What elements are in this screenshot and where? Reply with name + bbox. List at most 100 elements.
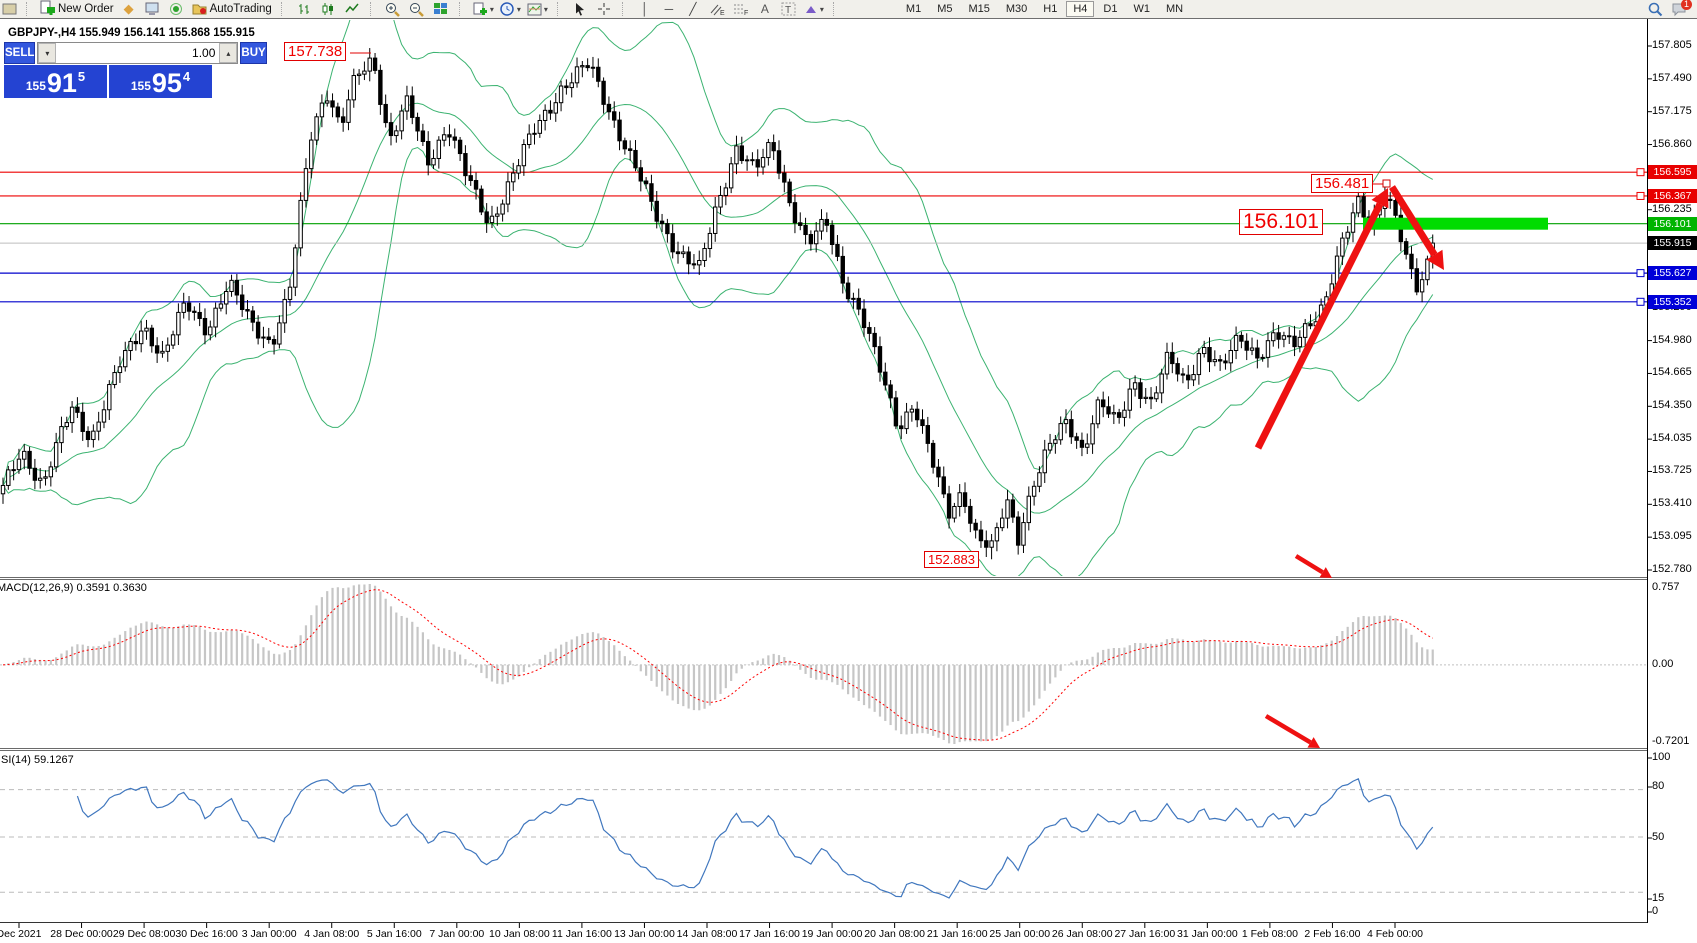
volume-input[interactable] bbox=[56, 43, 220, 63]
svg-text:E: E bbox=[720, 10, 725, 16]
volume-spinner: ▾ ▴ bbox=[37, 42, 239, 64]
timeframe-H4[interactable]: H4 bbox=[1066, 1, 1095, 17]
time-axis-label: 26 Jan 08:00 bbox=[1051, 928, 1113, 940]
new-order-button[interactable]: New Order bbox=[38, 0, 116, 17]
timeframe-H1[interactable]: H1 bbox=[1043, 3, 1058, 15]
candlestick-chart-icon[interactable] bbox=[317, 1, 339, 17]
time-axis-label: 13 Jan 00:00 bbox=[614, 928, 675, 940]
time-axis-label: 2 Feb 16:00 bbox=[1304, 928, 1361, 940]
text-label-icon[interactable]: T bbox=[778, 1, 800, 17]
timeframe-W1[interactable]: W1 bbox=[1133, 3, 1150, 15]
autotrading-label: AutoTrading bbox=[209, 3, 272, 15]
time-axis-label: 4 Feb 00:00 bbox=[1366, 928, 1424, 940]
price-axis-tick: 156.235 bbox=[1652, 202, 1692, 215]
time-axis-label: 11 Jan 16:00 bbox=[551, 928, 612, 940]
cursor-icon[interactable] bbox=[569, 1, 591, 17]
chevron-down-icon: ▾ bbox=[516, 4, 521, 14]
search-icon[interactable] bbox=[1644, 1, 1666, 17]
buy-price-big: 95 bbox=[151, 68, 182, 98]
price-badge: 155.627 bbox=[1648, 266, 1697, 281]
tile-windows-icon[interactable] bbox=[430, 1, 452, 17]
periods-button[interactable]: ▾ bbox=[498, 1, 523, 17]
line-chart-icon[interactable] bbox=[341, 1, 363, 17]
time-axis-label: 1 Feb 08:00 bbox=[1241, 928, 1298, 940]
toolbar: New Order ◆ AutoTrading bbox=[0, 0, 1697, 19]
macd-axis-min: -0.7201 bbox=[1652, 735, 1690, 747]
svg-text:T: T bbox=[785, 5, 791, 16]
price-axis-tick: 154.035 bbox=[1652, 432, 1692, 445]
zoom-out-icon[interactable] bbox=[406, 1, 428, 17]
chevron-down-icon: ▾ bbox=[45, 48, 50, 58]
annotation-peak-price[interactable]: 157.738 bbox=[284, 42, 347, 61]
separator bbox=[280, 2, 288, 16]
time-axis-label: 28 Dec 00:00 bbox=[50, 928, 113, 940]
chevron-down-icon: ▾ bbox=[489, 4, 494, 14]
rsi-axis-tick: 50 bbox=[1652, 831, 1665, 843]
new-order-label: New Order bbox=[58, 3, 114, 15]
price-axis-tick: 153.410 bbox=[1652, 497, 1692, 510]
price-axis-tick: 156.860 bbox=[1652, 137, 1692, 150]
indicators-button[interactable]: ▾ bbox=[471, 1, 496, 17]
rsi-axis-tick: 15 bbox=[1652, 892, 1665, 904]
autotrading-button[interactable]: AutoTrading bbox=[190, 1, 274, 17]
separator bbox=[458, 2, 466, 16]
timeframe-M30[interactable]: M30 bbox=[1005, 3, 1028, 15]
sell-button[interactable]: SELL bbox=[4, 42, 36, 64]
timeframe-M1[interactable]: M1 bbox=[905, 3, 922, 15]
time-axis-label: 30 Dec 16:00 bbox=[175, 928, 238, 940]
time-axis-label: 20 Jan 08:00 bbox=[864, 928, 925, 940]
buy-button[interactable]: BUY bbox=[240, 42, 267, 64]
notification-badge: 1 bbox=[1681, 0, 1692, 10]
volume-decrease-button[interactable]: ▾ bbox=[38, 43, 57, 63]
timeframe-MN[interactable]: MN bbox=[1165, 3, 1184, 15]
volume-increase-button[interactable]: ▴ bbox=[219, 43, 238, 63]
time-axis-label: 27 Jan 16:00 bbox=[1114, 928, 1176, 940]
equidistant-channel-icon[interactable]: E bbox=[706, 1, 728, 17]
horizontal-line-icon[interactable]: ─ bbox=[664, 2, 674, 16]
templates-button[interactable]: ▾ bbox=[525, 1, 550, 17]
annotation-key-level-price[interactable]: 156.101 bbox=[1239, 209, 1323, 235]
time-axis-label: 4 Jan 08:00 bbox=[304, 928, 360, 940]
sell-price-display[interactable]: 155 91 5 bbox=[4, 65, 107, 98]
autotrading-icon bbox=[192, 1, 207, 18]
window-icon[interactable] bbox=[1, 1, 19, 17]
price-axis-tick: 152.780 bbox=[1652, 563, 1692, 575]
vertical-line-icon[interactable]: │ bbox=[641, 2, 649, 16]
timeframe-M15[interactable]: M15 bbox=[968, 3, 990, 15]
metaeditor-icon[interactable] bbox=[142, 1, 164, 17]
styler-icon[interactable]: ◆ bbox=[123, 1, 134, 16]
rsi-axis-tick: 100 bbox=[1652, 751, 1671, 763]
time-axis-label: Dec 2021 bbox=[0, 928, 42, 940]
macd-axis-max: 0.757 bbox=[1652, 581, 1680, 593]
annotation-trough-price[interactable]: 152.883 bbox=[924, 551, 979, 568]
macd-axis-zero: 0.00 bbox=[1652, 658, 1674, 670]
arrows-button[interactable]: ▾ bbox=[802, 1, 826, 17]
separator bbox=[621, 2, 629, 16]
annotation-recent-high-price[interactable]: 156.481 bbox=[1311, 174, 1374, 193]
notifications-icon[interactable]: 1 bbox=[1668, 0, 1692, 17]
price-badge: 156.101 bbox=[1648, 216, 1697, 231]
crosshair-icon[interactable] bbox=[593, 1, 615, 17]
sell-price-sup: 5 bbox=[77, 69, 86, 84]
buy-price-display[interactable]: 155 95 4 bbox=[109, 65, 212, 98]
time-axis-label: 10 Jan 08:00 bbox=[489, 928, 550, 940]
price-axis-tick: 153.725 bbox=[1652, 464, 1692, 477]
timeframe-D1[interactable]: D1 bbox=[1103, 3, 1118, 15]
text-icon[interactable]: A bbox=[760, 2, 769, 16]
separator bbox=[26, 2, 33, 16]
chevron-up-icon: ▴ bbox=[226, 48, 231, 58]
bar-chart-icon[interactable] bbox=[293, 1, 315, 17]
timeframe-M5[interactable]: M5 bbox=[937, 3, 953, 15]
chevron-down-icon: ▾ bbox=[543, 4, 548, 14]
buy-price-prefix: 155 bbox=[130, 79, 151, 93]
trendline-icon[interactable]: ╱ bbox=[689, 2, 697, 16]
price-badge: 155.352 bbox=[1648, 294, 1697, 309]
time-axis-label: 17 Jan 16:00 bbox=[739, 928, 800, 940]
fibonacci-icon[interactable]: F bbox=[730, 1, 752, 17]
price-axis-tick: 157.490 bbox=[1652, 71, 1692, 84]
zoom-in-icon[interactable] bbox=[382, 1, 404, 17]
macd-label: MACD(12,26,9) 0.3591 0.3630 bbox=[0, 582, 147, 594]
signals-icon[interactable] bbox=[166, 1, 188, 17]
